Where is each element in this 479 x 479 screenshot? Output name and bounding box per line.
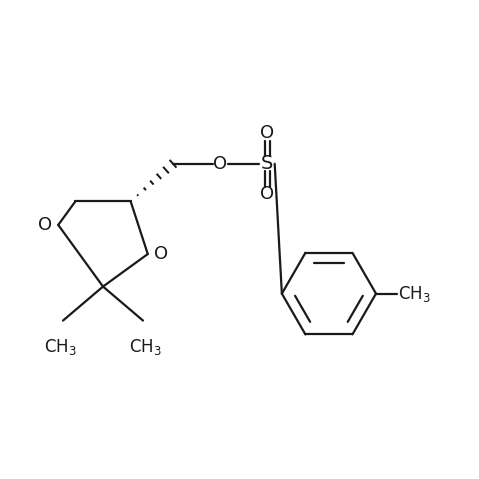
Text: O: O	[260, 124, 274, 142]
Text: S: S	[261, 154, 274, 173]
Text: O: O	[37, 216, 52, 234]
Text: O: O	[154, 245, 169, 263]
Text: CH$_3$: CH$_3$	[44, 337, 77, 357]
Text: CH$_3$: CH$_3$	[129, 337, 162, 357]
Text: O: O	[260, 185, 274, 204]
Text: CH$_3$: CH$_3$	[398, 284, 431, 304]
Text: O: O	[213, 155, 227, 173]
